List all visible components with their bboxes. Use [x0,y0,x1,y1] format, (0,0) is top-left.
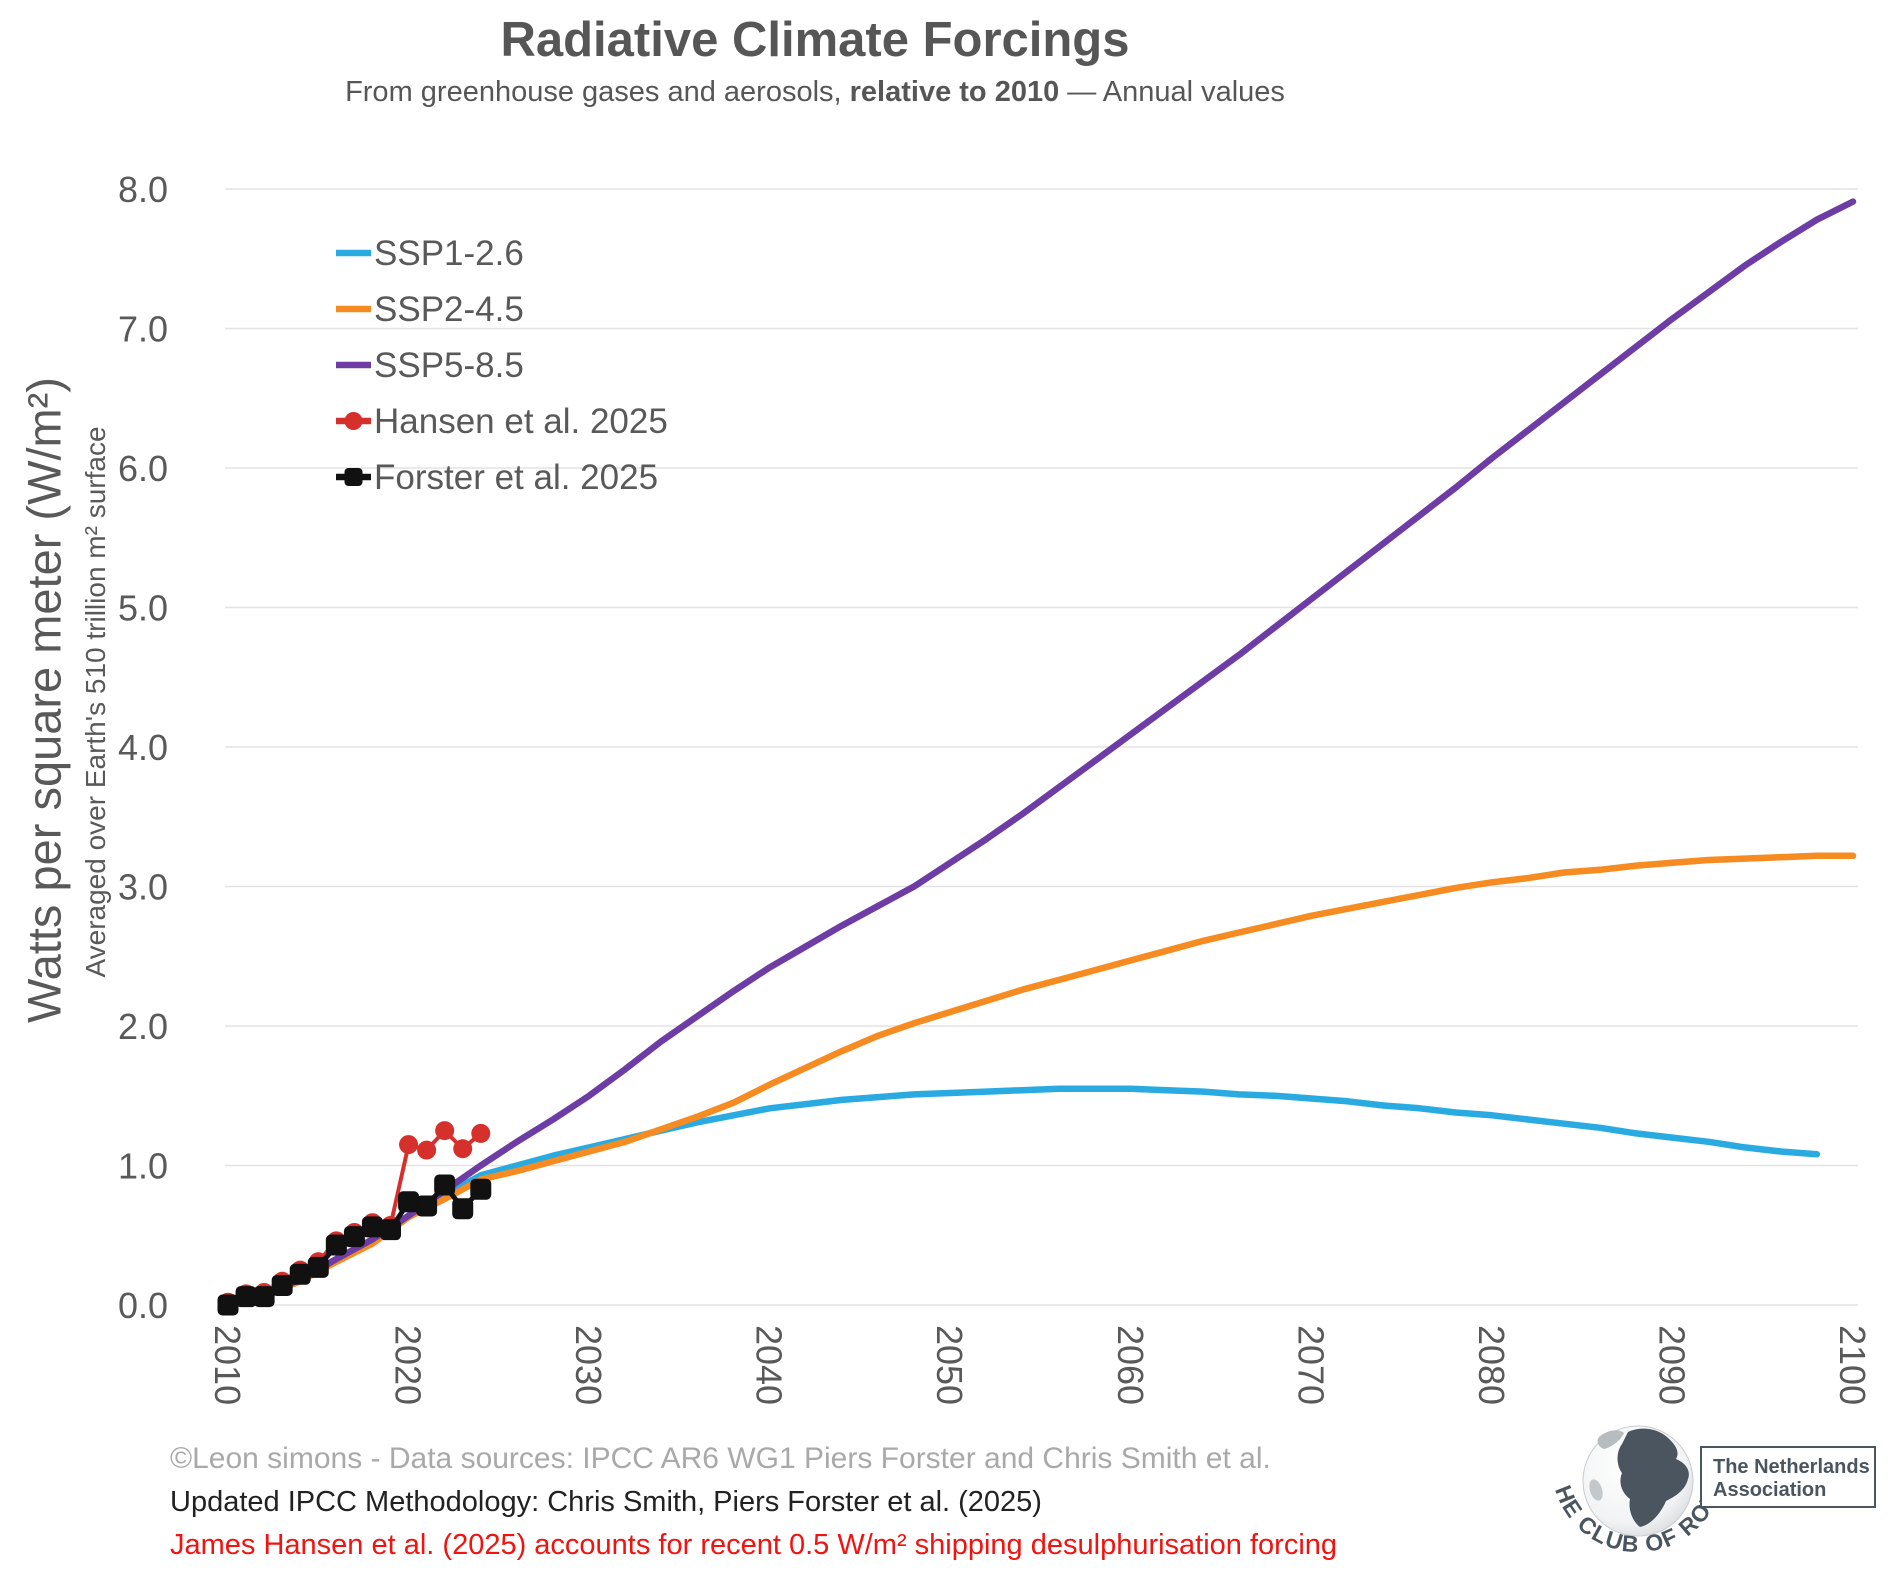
data-point-forster-et-al-2025 [217,1294,239,1316]
legend-label: SSP5-8.5 [374,345,524,385]
globe-continent-light-2 [1589,1479,1603,1501]
data-point-hansen-et-al-2025 [435,1121,455,1141]
logo-box [1700,1446,1876,1508]
series-line-hansen-et-al-2025 [226,1128,483,1305]
x-tick-label: 2100 [1832,1325,1873,1405]
data-point-forster-et-al-2025 [235,1286,257,1308]
globe-continent-dark [1617,1428,1689,1527]
data-point-forster-et-al-2025 [343,1226,365,1248]
y-tick-label: 3.0 [118,867,168,908]
x-tick-label: 2020 [388,1325,429,1405]
legend-label: Hansen et al. 2025 [374,401,668,441]
chart-title: Radiative Climate Forcings [500,13,1130,67]
footer-credit-line: ©Leon simons - Data sources: IPCC AR6 WG… [170,1442,1271,1475]
y-tick-label: 6.0 [118,448,168,489]
data-point-hansen-et-al-2025 [471,1123,491,1143]
y-tick-label: 8.0 [118,169,168,210]
data-point-hansen-et-al-2025 [453,1139,473,1159]
legend-item-forster-et-al-2025: Forster et al. 2025 [336,449,668,505]
subtitle-suffix: — Annual values [1059,76,1285,108]
y-tick-label: 7.0 [118,309,168,350]
series-line-ssp2-4-5 [224,852,1857,1309]
legend-marker-ssp5-8-5 [336,361,371,369]
data-point-forster-et-al-2025 [380,1219,401,1241]
data-point-forster-et-al-2025 [271,1274,293,1296]
x-tick-label: 2030 [568,1325,609,1405]
globe-continent-light [1597,1430,1624,1449]
legend-marker-forster-et-al-2025 [336,468,371,486]
logo-box-line2: Association [1713,1479,1826,1501]
x-tick-label: 2050 [929,1325,970,1405]
data-point-forster-et-al-2025 [434,1174,456,1196]
data-point-forster-et-al-2025 [398,1191,420,1213]
subtitle-prefix: From greenhouse gases and aerosols, [345,76,850,108]
x-tick-label: 2040 [749,1325,790,1405]
footer-hansen-note-line: James Hansen et al. (2025) accounts for … [170,1529,1338,1561]
data-point-forster-et-al-2025 [325,1234,347,1256]
legend-item-ssp2-4-5: SSP2-4.5 [336,281,668,337]
series-line-ssp5-8-5 [224,198,1857,1309]
legend-item-hansen-et-al-2025: Hansen et al. 2025 [336,393,668,449]
legend-item-ssp5-8-5: SSP5-8.5 [336,337,668,393]
chart-subtitle: From greenhouse gases and aerosols, rela… [0,76,1630,109]
y-tick-label: 1.0 [118,1146,168,1187]
footer: ©Leon simons - Data sources: IPCC AR6 WG… [170,1444,1337,1560]
data-point-forster-et-al-2025 [253,1286,275,1308]
y-tick-label: 0.0 [118,1285,168,1326]
legend-label: Forster et al. 2025 [374,457,659,497]
data-point-hansen-et-al-2025 [399,1135,419,1155]
chart-legend: SSP1-2.6 SSP2-4.5 SSP5-8.5 Hansen et al. 20… [336,225,668,505]
legend-label: SSP2-4.5 [374,289,524,329]
data-point-hansen-et-al-2025 [417,1140,437,1160]
data-point-forster-et-al-2025 [452,1198,474,1220]
legend-marker-hansen-et-al-2025 [336,412,371,430]
data-point-forster-et-al-2025 [307,1256,329,1278]
x-tick-label: 2080 [1471,1325,1512,1405]
x-tick-label: 2070 [1290,1325,1331,1405]
title-block: Radiative Climate Forcings From greenhou… [0,12,1630,109]
x-tick-label: 2060 [1110,1325,1151,1405]
y-tick-label: 4.0 [118,727,168,768]
y-tick-label: 5.0 [118,588,168,629]
x-tick-label: 2090 [1651,1325,1692,1405]
logo-box-line1: The Netherlands [1713,1456,1870,1478]
data-point-forster-et-al-2025 [470,1178,492,1200]
data-point-forster-et-al-2025 [361,1216,383,1238]
legend-marker-ssp1-2-6 [336,249,371,257]
club-of-rome-logo: THE CLUB OF ROME The Netherlands Associa… [1540,1403,1876,1558]
x-tick-label: 2010 [207,1325,248,1405]
legend-label: SSP1-2.6 [374,233,524,273]
data-point-forster-et-al-2025 [289,1263,311,1285]
series-line-ssp1-2-6 [224,1085,1821,1309]
footer-methodology-line: Updated IPCC Methodology: Chris Smith, P… [170,1486,1042,1518]
legend-marker-ssp2-4-5 [336,305,371,313]
data-point-forster-et-al-2025 [416,1195,438,1217]
y-tick-label: 2.0 [118,1006,168,1047]
subtitle-bold: relative to 2010 [849,76,1060,108]
legend-item-ssp1-2-6: SSP1-2.6 [336,225,668,281]
